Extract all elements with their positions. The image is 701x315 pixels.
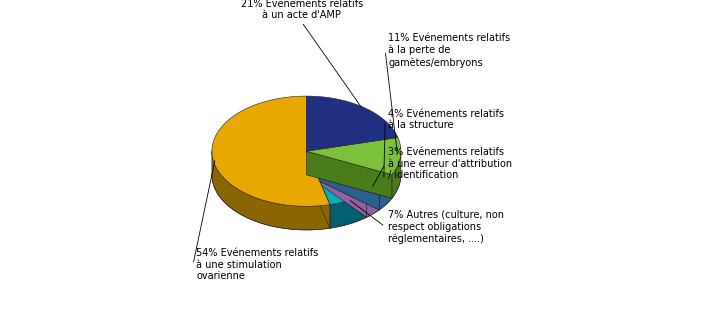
Polygon shape [212,151,330,230]
Polygon shape [306,151,367,217]
Polygon shape [306,151,392,198]
Text: 4% Evénements relatifs
à la structure: 4% Evénements relatifs à la structure [388,109,504,130]
Polygon shape [212,96,330,206]
Polygon shape [367,186,379,217]
Text: 11% Evénements relatifs
à la perte de
gamètes/embryons: 11% Evénements relatifs à la perte de ga… [388,33,510,68]
Polygon shape [392,151,401,198]
Polygon shape [379,175,392,210]
Polygon shape [306,151,392,198]
Polygon shape [306,151,367,205]
Polygon shape [306,151,330,228]
Polygon shape [306,137,401,175]
Polygon shape [306,151,392,186]
Polygon shape [306,96,398,151]
Text: 54% Evénements relatifs
à une stimulation
ovarienne: 54% Evénements relatifs à une stimulatio… [196,248,318,281]
Polygon shape [306,151,379,210]
Text: 3% Evénements relatifs
à une erreur d'attribution
/ identification: 3% Evénements relatifs à une erreur d'at… [388,147,512,180]
Text: 21% Evénements relatifs
à un acte d'AMP: 21% Evénements relatifs à un acte d'AMP [240,0,363,20]
Polygon shape [306,151,330,228]
Text: 7% Autres (culture, non
respect obligations
réglementaires, ....): 7% Autres (culture, non respect obligati… [388,210,504,244]
Polygon shape [306,151,379,210]
Polygon shape [306,151,367,217]
Polygon shape [330,194,367,228]
Polygon shape [306,151,379,194]
